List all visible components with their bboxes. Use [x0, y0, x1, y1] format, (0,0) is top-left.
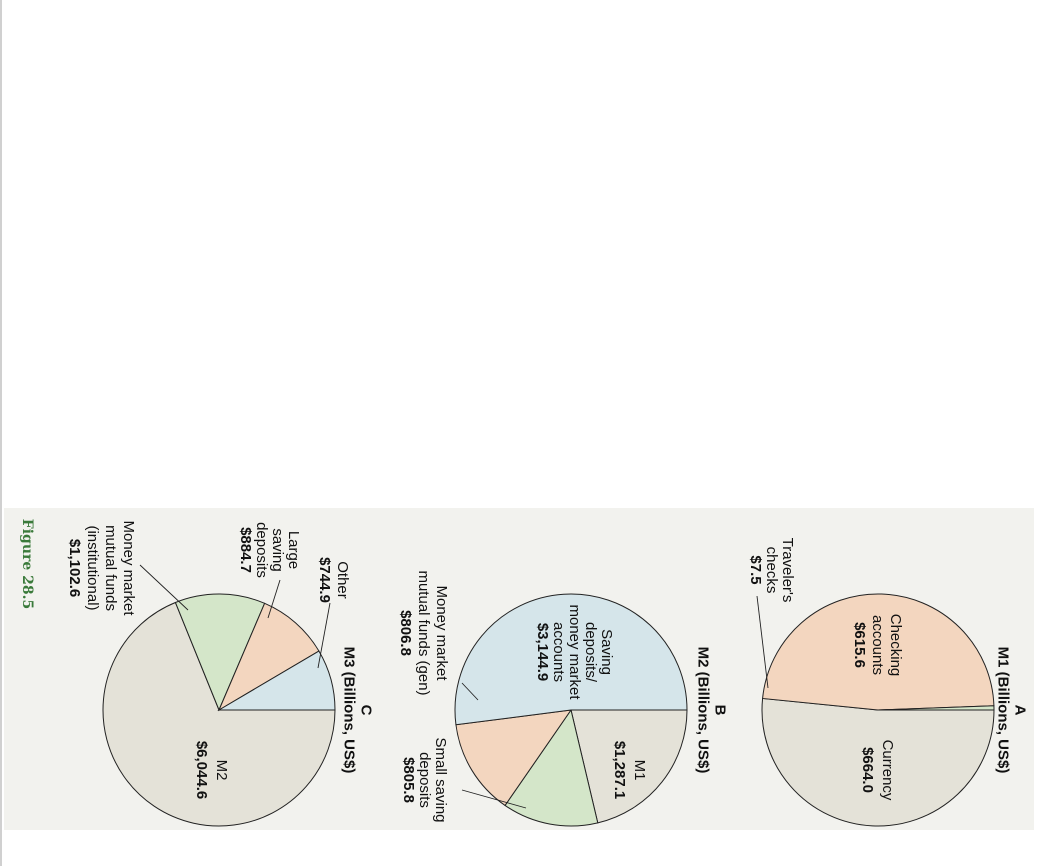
pie-b-label-saving: Savingdeposits/money marketaccounts$3,14…: [534, 604, 615, 700]
pie-a-label-travelers: Traveler'schecks$7.5: [747, 538, 796, 603]
pie-b-slice-1: [504, 708, 599, 827]
pie-a-slice-1: [762, 593, 995, 711]
pie-c-slice-1: [174, 593, 266, 712]
pie-c: [102, 593, 336, 827]
pie-c-leader-other: [317, 602, 331, 669]
pie-b-slice-3: [454, 593, 688, 726]
pie-c-leader-mmmf-inst: [139, 564, 189, 611]
figure-label: Figure 28.5: [19, 519, 35, 609]
pie-a-title: AM1 (Billions, US$): [995, 647, 1029, 774]
pie-c-label-other: Other$744.9: [316, 557, 351, 603]
pie-c-slice-3: [217, 650, 336, 711]
pie-b-label-mmmf: Money marketmutual funds (gen)$806.8: [397, 570, 450, 695]
pie-c-title: CM3 (Billions, US$): [341, 647, 375, 774]
pie-c-label-large: Largesavingdeposits$884.7: [237, 522, 302, 578]
pie-c-slice-2: [217, 602, 320, 712]
pie-c-slice-0: [102, 601, 336, 827]
pie-a-slice-0: [761, 697, 995, 827]
pie-b-slice-0: [570, 709, 688, 824]
pie-c-label-m2: M2$6,044.6: [193, 741, 230, 799]
pie-b-label-small: Small savingdeposits$805.8: [400, 737, 449, 822]
pie-a-label-checking: Checkingaccounts$615.6: [851, 614, 904, 677]
pie-a-slice-2: [877, 705, 995, 711]
pie-b-leader-small: [461, 789, 527, 809]
pie-b-title: BM2 (Billions, US$): [695, 647, 729, 774]
pie-a-label-currency: Currency$664.0: [859, 740, 896, 801]
pie-c-label-mmmf-inst: Money marketmutual funds(institutional)$…: [66, 520, 137, 616]
pie-b-label-m1: M1$1,287.1: [611, 741, 648, 799]
pie-b-slice-2: [455, 709, 573, 807]
pie-b-leader-mmmf: [461, 682, 479, 701]
pie-a-leader-travelers: [756, 595, 769, 689]
pie-c-leader-large: [267, 579, 281, 619]
page-left-border: [0, 0, 2, 866]
pie-a: [761, 593, 995, 827]
pie-b: [454, 593, 688, 827]
